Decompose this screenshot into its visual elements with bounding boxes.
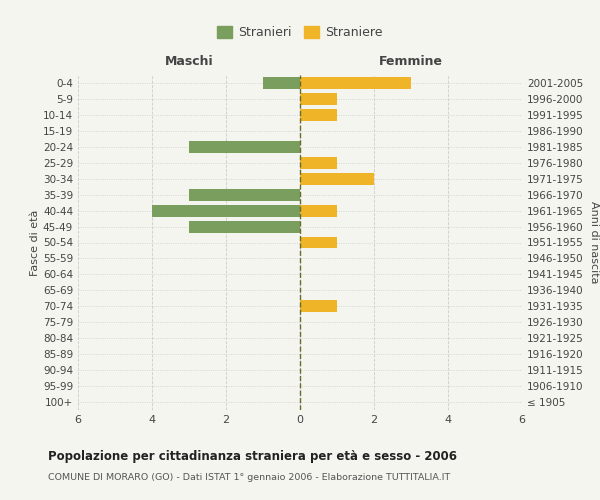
Text: COMUNE DI MORARO (GO) - Dati ISTAT 1° gennaio 2006 - Elaborazione TUTTITALIA.IT: COMUNE DI MORARO (GO) - Dati ISTAT 1° ge…	[48, 472, 450, 482]
Y-axis label: Anni di nascita: Anni di nascita	[589, 201, 599, 284]
Bar	[300, 236, 337, 248]
Bar	[152, 204, 300, 216]
Bar	[189, 188, 300, 200]
Bar	[300, 93, 337, 105]
Bar	[300, 77, 411, 89]
Bar	[300, 204, 337, 216]
Y-axis label: Fasce di età: Fasce di età	[30, 210, 40, 276]
Text: Maschi: Maschi	[164, 56, 214, 68]
Legend: Stranieri, Straniere: Stranieri, Straniere	[212, 21, 388, 44]
Bar	[189, 220, 300, 232]
Text: Popolazione per cittadinanza straniera per età e sesso - 2006: Popolazione per cittadinanza straniera p…	[48, 450, 457, 463]
Bar	[300, 172, 374, 184]
Bar	[300, 109, 337, 121]
Bar	[263, 77, 300, 89]
Bar	[300, 157, 337, 168]
Text: Femmine: Femmine	[379, 56, 443, 68]
Bar	[189, 141, 300, 153]
Bar	[300, 300, 337, 312]
